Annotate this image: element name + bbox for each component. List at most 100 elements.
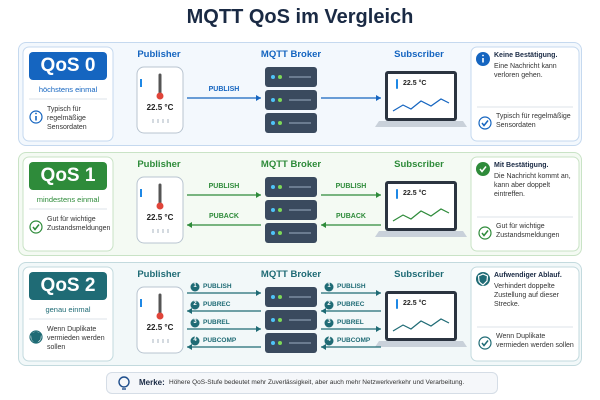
message-label: PUBLISH xyxy=(208,183,240,190)
step-badge xyxy=(190,300,200,310)
broker-header: MQTT Broker xyxy=(260,269,322,280)
display-chart xyxy=(392,98,450,112)
sensor-device xyxy=(136,66,184,134)
footer-text: Höhere QoS-Stufe bedeutet mehr Zuverläss… xyxy=(169,379,465,386)
sensor-reading: 22.5 °C xyxy=(146,213,174,222)
qos-row: QoS 1 mindestens einmal Gut für wichtige Z… xyxy=(18,152,582,256)
use-case-note: Wenn Duplikate vermieden werden sollen xyxy=(496,333,574,350)
step-number: 1 xyxy=(193,282,197,289)
server-light xyxy=(278,318,282,322)
arrow-head xyxy=(321,344,326,350)
arrow-head xyxy=(376,326,381,332)
server-light xyxy=(271,208,275,212)
display-reading: 22.5 °C xyxy=(403,190,427,197)
level-label: QoS 1 xyxy=(40,165,96,186)
arrow-head xyxy=(321,308,326,314)
broker-header: MQTT Broker xyxy=(260,159,322,170)
server-light xyxy=(271,75,275,79)
check-glyph xyxy=(32,224,40,231)
shield-glyph xyxy=(477,273,489,286)
arrow-head xyxy=(187,308,192,314)
laptop-display xyxy=(388,74,454,118)
server-light xyxy=(271,341,275,345)
qos-row: QoS 2 genau einmal Wenn Duplikate vermiede… xyxy=(18,262,582,366)
check-glyph xyxy=(479,166,487,173)
bulb-icon xyxy=(118,376,130,390)
step-badge xyxy=(190,318,200,328)
server-light xyxy=(278,341,282,345)
server-light xyxy=(278,98,282,102)
shield-glyph xyxy=(30,331,42,344)
use-case-note: Gut für wichtige Zustandsmeldungen xyxy=(496,223,560,240)
row-graphics xyxy=(22,156,580,252)
level-badge xyxy=(29,52,107,80)
message-label: PUBLISH xyxy=(337,283,366,290)
step-badge xyxy=(190,336,200,346)
footer: Merke: Höhere QoS-Stufe bedeutet mehr Zu… xyxy=(106,372,498,394)
publisher-header: Publisher xyxy=(137,159,181,170)
step-badge xyxy=(324,300,334,310)
arrow-head xyxy=(376,290,381,296)
step-number: 3 xyxy=(327,318,331,325)
publisher-header: Publisher xyxy=(137,269,181,280)
sensor-led xyxy=(140,79,142,87)
sensor-device xyxy=(136,176,184,244)
laptop-display xyxy=(388,294,454,338)
arrow-head xyxy=(256,192,261,198)
level-label: QoS 0 xyxy=(40,55,96,76)
level-subtitle: mindestens einmal xyxy=(36,195,100,204)
laptop-display xyxy=(388,184,454,228)
message-label: PUBLISH xyxy=(208,86,240,93)
footer-label: Merke: xyxy=(139,378,165,387)
step-number: 1 xyxy=(327,282,331,289)
display-reading: 22.5 °C xyxy=(403,80,427,87)
arrow-head xyxy=(376,95,381,101)
qos-row: QoS 0 höchstens einmal Typisch für regelmä… xyxy=(18,42,582,146)
info-dot xyxy=(482,54,484,57)
server-light xyxy=(278,75,282,79)
message-label: PUBREC xyxy=(203,301,231,308)
level-label: QoS 2 xyxy=(40,275,96,296)
arrow-head xyxy=(256,95,261,101)
server-light xyxy=(278,231,282,235)
server-light xyxy=(271,121,275,125)
server-light xyxy=(278,121,282,125)
level-badge xyxy=(29,162,107,190)
sensor-device xyxy=(136,286,184,354)
info-panel xyxy=(470,156,580,252)
message-label: PUBACK xyxy=(209,213,239,220)
sensor-reading: 22.5 °C xyxy=(146,323,174,332)
message-label: PUBLISH xyxy=(203,283,232,290)
subscriber-header: Subscriber xyxy=(394,49,444,60)
message-label: PUBCOMP xyxy=(203,337,237,344)
step-badge xyxy=(190,282,200,292)
server-light xyxy=(271,231,275,235)
row-graphics xyxy=(22,266,580,362)
arrow-head xyxy=(321,222,326,228)
arrow-head xyxy=(376,192,381,198)
check-glyph xyxy=(481,230,489,237)
publisher-header: Publisher xyxy=(137,49,181,60)
thermometer-bulb xyxy=(156,202,164,210)
title: MQTT QoS im Vergleich xyxy=(186,6,414,28)
message-label: PUBLISH xyxy=(335,183,367,190)
laptop-base xyxy=(375,231,467,237)
sensor-reading: 22.5 °C xyxy=(146,103,174,112)
step-number: 2 xyxy=(193,300,197,307)
message-label: PUBACK xyxy=(336,213,366,220)
server-light xyxy=(271,98,275,102)
step-number: 4 xyxy=(193,336,197,343)
check-glyph xyxy=(481,120,489,127)
arrow-head xyxy=(256,326,261,332)
server-light xyxy=(271,185,275,189)
info-panel xyxy=(470,266,580,362)
use-case-note: Typisch für regelmäßige Sensordaten xyxy=(47,106,87,132)
info-heading: Keine Bestätigung. xyxy=(494,52,558,59)
server-light xyxy=(271,318,275,322)
thermometer-bulb xyxy=(156,312,164,320)
note-icon xyxy=(29,220,43,234)
laptop-base xyxy=(375,341,467,347)
info-heading: Aufwendiger Ablauf. xyxy=(494,272,562,279)
use-case-icon xyxy=(478,226,492,240)
